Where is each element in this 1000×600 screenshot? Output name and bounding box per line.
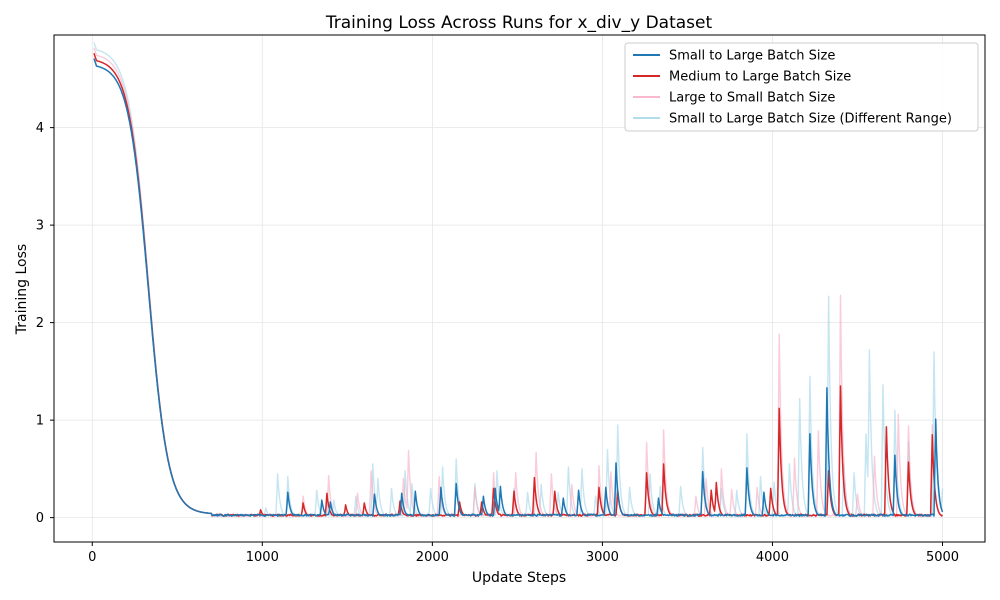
- x-tick-label: 3000: [586, 550, 619, 565]
- ticks-layer: 0 1000 2000 3000 4000 5000 0 1 2 3 4: [36, 121, 959, 565]
- x-axis-label: Update Steps: [472, 570, 566, 586]
- legend-label-3: Large to Small Batch Size: [669, 91, 835, 106]
- legend: Small to Large Batch Size Medium to Large…: [624, 42, 979, 132]
- y-tick-label: 0: [36, 511, 44, 526]
- legend-label-4: Small to Large Batch Size (Different Ran…: [669, 112, 952, 127]
- legend-label-2: Medium to Large Batch Size: [669, 70, 851, 85]
- y-tick-label: 1: [36, 414, 44, 429]
- y-axis-label: Training Loss: [14, 244, 30, 335]
- series-layer: [93, 42, 944, 517]
- legend-label-1: Small to Large Batch Size: [669, 49, 835, 64]
- y-tick-label: 4: [36, 121, 44, 136]
- x-tick-label: 4000: [756, 550, 789, 565]
- x-tick-label: 0: [88, 550, 96, 565]
- legend-box: [624, 42, 979, 132]
- y-tick-label: 2: [36, 316, 44, 331]
- chart-title: Training Loss Across Runs for x_div_y Da…: [325, 13, 713, 33]
- x-tick-label: 5000: [926, 550, 959, 565]
- x-tick-label: 1000: [246, 550, 279, 565]
- series-line-1: [93, 58, 944, 517]
- x-tick-label: 2000: [416, 550, 449, 565]
- plot-frame: [53, 34, 986, 543]
- y-tick-label: 3: [36, 219, 44, 234]
